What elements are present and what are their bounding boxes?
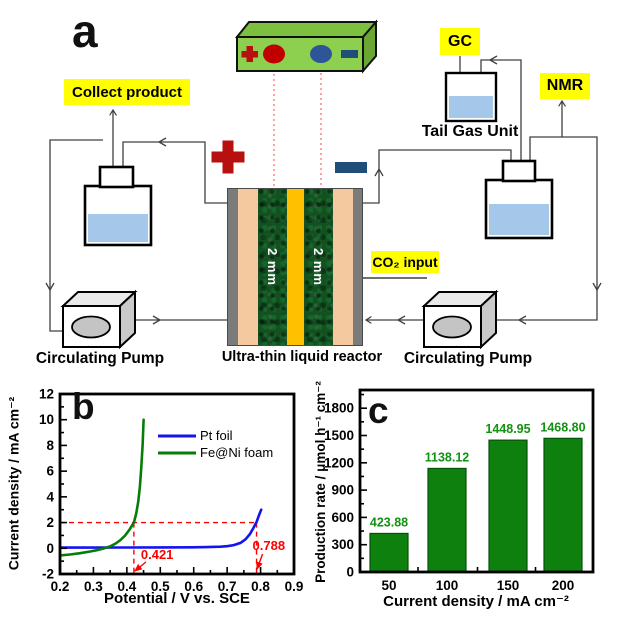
positive-socket-icon <box>263 44 285 64</box>
chart-b-ylabel: Current density / mA cm⁻² <box>5 396 22 571</box>
left-beaker-liquid <box>88 214 148 242</box>
axis-ticks <box>59 393 295 575</box>
annotation-dashed-lines <box>60 521 258 574</box>
x-tick-label: 0.4 <box>117 579 136 594</box>
panel-b-chart: 0.2 0.3 0.4 0.5 0.6 0.7 0.8 0.9 -2 0 2 4 6 8 10 12 Pt fo… <box>0 378 330 621</box>
x-tick-label: 0.9 <box>285 579 304 594</box>
y-tick-label: 600 <box>331 510 354 525</box>
x-tick-label: 0.8 <box>251 579 270 594</box>
tail-gas-liquid <box>449 96 493 118</box>
y-tick-label: 8 <box>46 438 54 453</box>
chart-c-xlabel: Current density / mA cm⁻² <box>383 593 569 610</box>
x-tick-label: 0.7 <box>218 579 237 594</box>
right-pump <box>421 289 499 350</box>
x-tick-label: 50 <box>381 578 396 593</box>
left-pump-rotor <box>71 315 111 339</box>
bar-150 <box>488 439 528 573</box>
y-tick-label: -2 <box>42 567 54 582</box>
left-beaker <box>83 165 153 247</box>
y-tick-label: 300 <box>331 537 354 552</box>
y-tick-label: 4 <box>46 489 54 504</box>
reactor-stack: 2 mm 2 mm <box>227 188 363 346</box>
x-tick-label: 150 <box>497 578 520 593</box>
x-tick-label: 100 <box>436 578 459 593</box>
reactor-end-plate-left <box>228 189 238 345</box>
x-tick-label: 0.2 <box>51 579 70 594</box>
y-tick-label: 900 <box>331 483 354 498</box>
reactor-caption: Ultra-thin liquid reactor <box>221 349 383 365</box>
y-tick-label: 2 <box>46 515 54 530</box>
right-beaker <box>484 159 554 240</box>
y-tick-label: 12 <box>39 387 54 402</box>
y-tick-label: 1800 <box>324 401 354 416</box>
annotation-value-1: 0.421 <box>141 547 174 562</box>
y-tick-label: 1500 <box>324 428 354 443</box>
chart-c-ylabel: Production rate / μmol h⁻¹ cm⁻² <box>313 381 328 583</box>
diagram-graphics <box>45 19 602 350</box>
nmr-tag: NMR <box>540 73 590 99</box>
negative-terminal-icon <box>341 50 358 58</box>
y-tick-label: 0 <box>46 541 54 556</box>
bar-50 <box>369 532 409 573</box>
reactor-end-plate-right <box>353 189 362 345</box>
panel-b-label: b <box>72 386 95 427</box>
anode-plus-icon <box>211 140 245 174</box>
legend-label: Pt foil <box>200 428 233 443</box>
chart-c-canvas: 423.88 1138.12 1448.95 1468.80 0 300 600 900 120… <box>324 388 595 593</box>
annotation-arrow-2 <box>256 553 264 570</box>
right-pump-rotor <box>432 315 472 339</box>
collect-product-tag: Collect product <box>64 79 190 105</box>
bar-value-label: 1448.95 <box>485 422 530 436</box>
y-tick-label: 0 <box>346 565 354 580</box>
reactor-channel-right <box>333 189 353 345</box>
gc-tag: GC <box>440 28 480 55</box>
x-tick-label: 200 <box>552 578 575 593</box>
co2-input-tag: CO₂ input <box>371 251 439 273</box>
y-tick-label: 6 <box>46 464 54 479</box>
panel-a-diagram: 2 mm 2 mm a Collect product GC NMR CO₂ i… <box>35 5 602 367</box>
series-curve-0 <box>58 508 263 549</box>
x-tick-label: 0.5 <box>151 579 170 594</box>
x-tick-label: 0.6 <box>184 579 203 594</box>
bar-value-label: 423.88 <box>370 515 408 529</box>
panel-c-chart: 423.88 1138.12 1448.95 1468.80 0 300 600 900 120… <box>308 378 639 621</box>
left-pump <box>60 289 138 350</box>
reactor-channel-left <box>238 189 258 345</box>
annotation-arrow-1 <box>134 561 147 572</box>
chart-b-canvas: 0.2 0.3 0.4 0.5 0.6 0.7 0.8 0.9 -2 0 2 4 6 8 10 12 Pt fo… <box>39 387 304 595</box>
left-beaker-to-pump-line <box>49 139 103 332</box>
reactor-to-left-beaker-line <box>123 141 253 204</box>
right-pump-caption: Circulating Pump <box>403 350 533 367</box>
axis-ticks <box>360 393 537 573</box>
bar-200 <box>543 437 583 573</box>
y-tick-label: 10 <box>39 412 54 427</box>
negative-socket-icon <box>310 45 332 63</box>
left-pump-caption: Circulating Pump <box>35 350 165 367</box>
electrode-right-thickness-label: 2 mm <box>311 248 326 286</box>
legend-label: Fe@Ni foam <box>200 445 273 460</box>
reactor-electrode-left: 2 mm <box>258 189 287 345</box>
bar-value-label: 1468.80 <box>540 420 585 434</box>
annotation-value-2: 0.788 <box>253 538 286 553</box>
power-supply <box>234 19 379 74</box>
y-tick-label: 1200 <box>324 455 354 470</box>
tail-gas-unit-caption: Tail Gas Unit <box>421 123 519 140</box>
reactor-membrane <box>287 189 304 345</box>
tail-gas-beaker <box>444 71 498 123</box>
series-curve-1 <box>58 418 145 557</box>
plot-frame <box>358 388 595 574</box>
chart-b-xlabel: Potential / V vs. SCE <box>104 590 250 607</box>
x-tick-label: 0.3 <box>84 579 103 594</box>
power-supply-leads <box>273 63 322 188</box>
positive-terminal-icon <box>241 46 258 62</box>
reactor-electrode-right: 2 mm <box>304 189 333 345</box>
cathode-minus-icon <box>335 162 367 173</box>
bar-100 <box>427 467 467 573</box>
panel-c-label: c <box>368 390 389 431</box>
panel-a-label: a <box>72 5 98 57</box>
right-beaker-liquid <box>489 204 549 235</box>
bar-value-label: 1138.12 <box>425 450 470 464</box>
electrode-left-thickness-label: 2 mm <box>265 248 280 286</box>
